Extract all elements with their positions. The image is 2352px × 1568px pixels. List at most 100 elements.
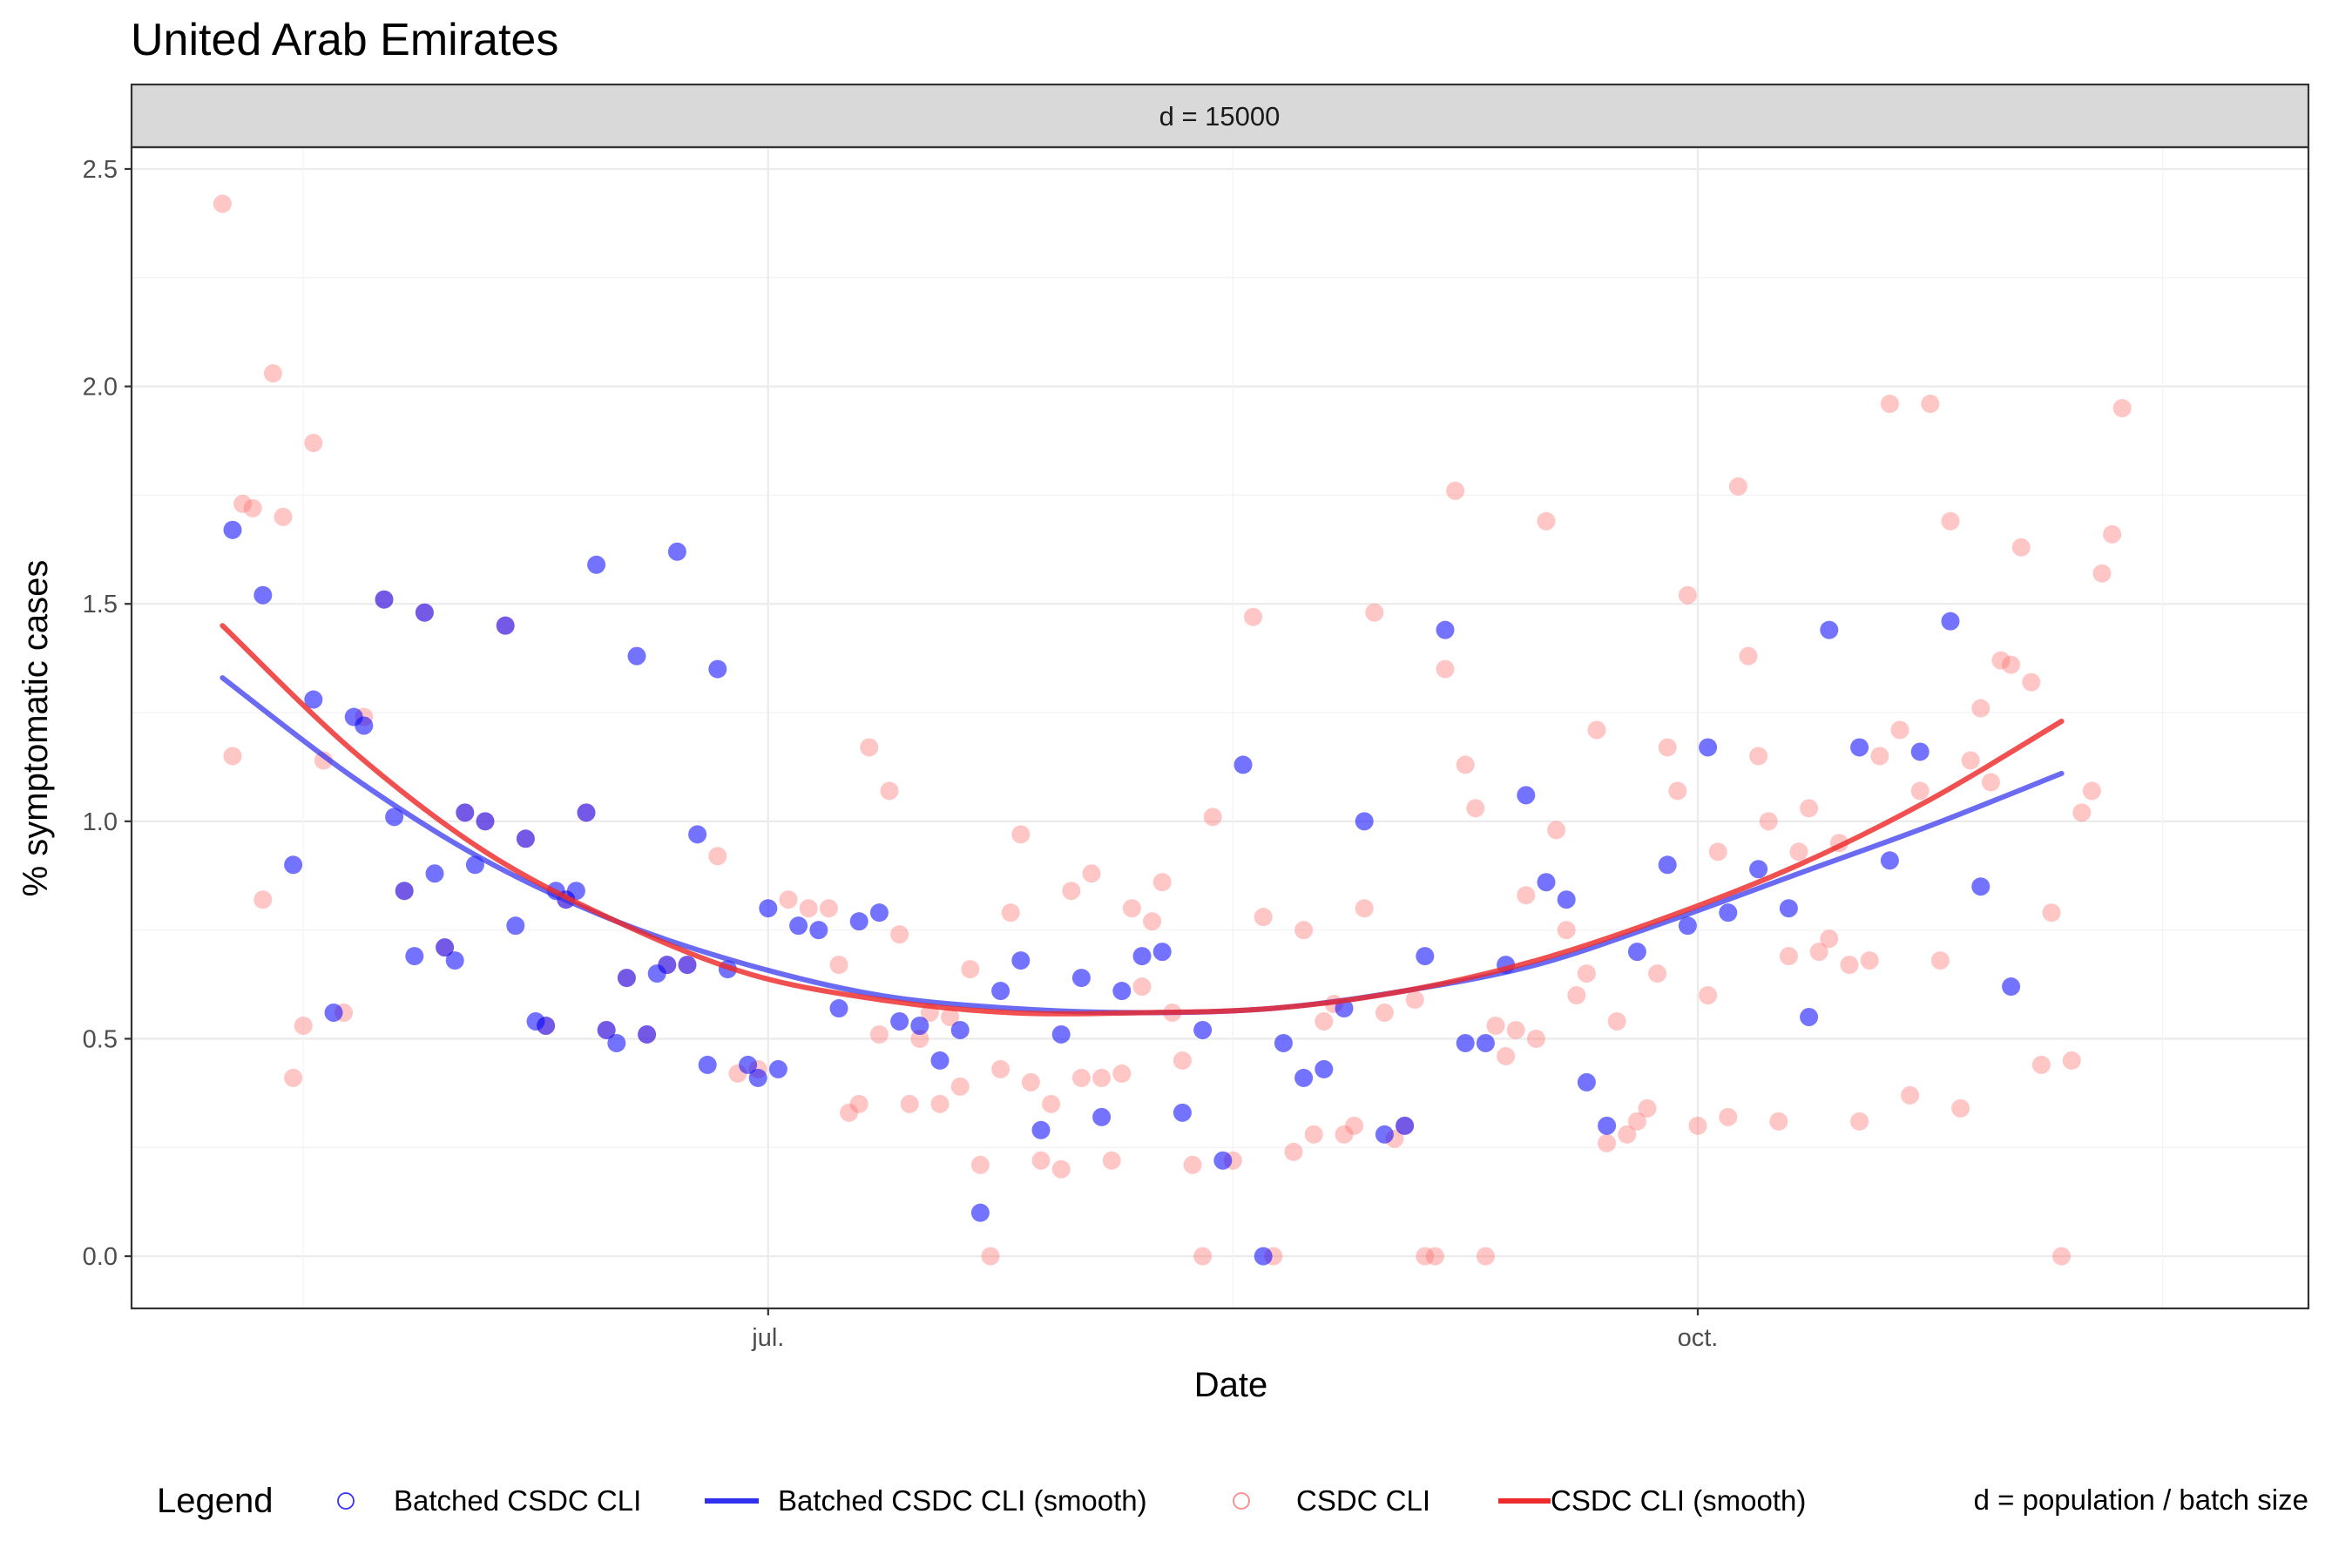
csdc-cli-point [829,956,848,975]
batched-csdc-cli-point [415,603,434,622]
batched-csdc-cli-point [1254,1247,1273,1266]
csdc-cli-point [1809,943,1828,962]
batched-csdc-cli-point [476,812,495,831]
gridlines [132,147,2308,1308]
csdc-cli-point [1759,812,1778,831]
csdc-cli-point [1335,1125,1354,1144]
csdc-cli-point [900,1094,919,1113]
batched-csdc-cli-point [627,646,646,666]
csdc-cli-point [1405,990,1424,1010]
batched-csdc-cli-point [809,921,828,940]
csdc-cli-point [941,1008,960,1027]
batched-csdc-cli-point [638,1024,657,1044]
y-tick-label: 2.5 [83,156,118,184]
csdc-cli-point [1850,1112,1869,1131]
csdc-cli-point [799,899,818,918]
csdc-cli-point [1001,903,1020,923]
legend-label: CSDC CLI (smooth) [1551,1484,1806,1517]
csdc-cli-point [1941,511,1960,531]
csdc-cli-point [284,1068,303,1087]
csdc-cli-point [1557,921,1576,940]
csdc-cli-point [1789,842,1808,862]
csdc-cli-point [1122,899,1141,918]
batched-csdc-cli-point [1658,855,1677,875]
csdc-cli-point [1042,1094,1061,1113]
csdc-cli-point [961,960,980,979]
batched-csdc-cli-point [748,1068,767,1087]
csdc-cli-point [2031,1055,2051,1074]
csdc-cli-point [2011,537,2031,557]
csdc-cli-point [2062,1051,2081,1070]
batched-csdc-cli-point [2002,977,2021,997]
csdc-cli-point [849,1094,868,1113]
csdc-cli-point [1820,929,1839,949]
batched-csdc-cli-point [1456,1033,1475,1052]
y-tick-label: 1.0 [83,808,118,836]
csdc-cli-point [708,847,727,866]
batched-csdc-cli-point [829,999,848,1018]
y-tick-label: 2.0 [83,374,118,402]
csdc-cli-point [1577,964,1596,983]
csdc-cli-point [223,747,242,766]
legend-title: Legend [157,1482,273,1520]
csdc-cli-point [991,1059,1010,1078]
batched-csdc-cli-point [1910,742,1930,761]
csdc-cli-point [1870,747,1889,766]
csdc-cli-point [1901,1085,1920,1105]
batched-csdc-cli-point [1577,1072,1596,1092]
csdc-cli-point [1688,1116,1707,1135]
batched-csdc-cli-point [950,1020,970,1039]
csdc-cli-point [1304,1125,1323,1144]
csdc-cli-point [1051,1159,1071,1179]
csdc-cli-point [880,781,899,801]
batched-csdc-cli-point [890,1011,909,1031]
csdc-cli-point [1011,825,1031,844]
batched-csdc-cli-point [355,716,374,735]
csdc-cli-smooth-line [220,623,2065,1017]
batched-csdc-cli-point [658,956,677,975]
csdc-cli-point [1315,1011,1334,1031]
csdc-cli-point [1678,585,1697,605]
batched-csdc-cli-point [1375,1125,1394,1144]
batched-csdc-cli-point [759,899,778,918]
csdc-cli-point [1769,1112,1788,1131]
csdc-cli-point [294,1016,313,1035]
csdc-cli-point [2092,564,2112,583]
batched-csdc-cli-point [1476,1033,1495,1052]
csdc-cli-point [1152,873,1172,892]
batched-csdc-cli-point [1355,812,1374,831]
csdc-cli-point [1132,977,1152,997]
batched-csdc-cli-point [607,1033,626,1052]
csdc-cli-point [1244,607,1263,626]
csdc-cli-point [779,890,798,909]
batched-csdc-cli-point [1971,877,1990,896]
csdc-cli-point [1779,947,1798,966]
batched-csdc-cli-point [1749,860,1768,879]
csdc-cli-point [1537,511,1556,531]
batched-csdc-cli-point [395,882,414,901]
batched-csdc-cli-point [1031,1120,1051,1139]
csdc-cli-point [314,751,333,770]
batched-csdc-cli-point [587,555,606,574]
batched-csdc-cli-points [223,520,2021,1266]
csdc-cli-point [1719,1107,1738,1126]
csdc-cli-point [1476,1247,1495,1266]
batched-csdc-cli-point [1294,1068,1314,1087]
csdc-cli-point [1971,699,1990,718]
chart-title: United Arab Emirates [131,15,558,65]
csdc-cli-point [1708,842,1727,862]
csdc-cli-point [1961,751,1980,770]
csdc-cli-point [1840,956,1859,975]
csdc-cli-point [1668,781,1687,801]
csdc-cli-point [930,1094,950,1113]
csdc-cli-point [1466,799,1485,818]
batched-csdc-cli-point [284,855,303,875]
csdc-cli-point [1071,1068,1091,1087]
batched-csdc-cli-point [1598,1116,1617,1135]
batched-csdc-cli-point [1880,851,1899,870]
csdc-cli-point [819,899,838,918]
csdc-cli-points [213,194,2132,1266]
batched-csdc-cli-point [1850,738,1869,757]
batched-csdc-cli-point [1779,899,1798,918]
